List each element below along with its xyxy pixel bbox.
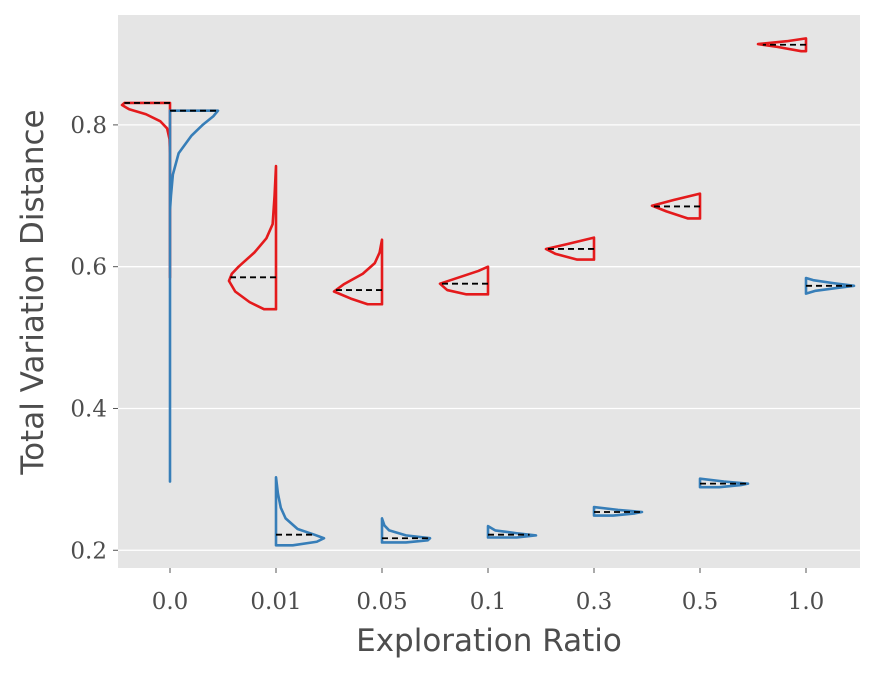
- x-axis-label: Exploration Ratio: [356, 623, 622, 659]
- x-tick-label: 0.3: [576, 589, 613, 615]
- median-lines: [124, 43, 854, 540]
- y-tick-label: 0.2: [70, 538, 107, 564]
- violin-right-0.05: [380, 517, 432, 544]
- y-axis-label: Total Variation Distance: [15, 109, 51, 475]
- x-tick-label: 0.0: [152, 589, 189, 615]
- x-tick-label: 0.5: [682, 589, 719, 615]
- violin-left-0.3: [544, 236, 596, 261]
- violin-right-0.3: [592, 505, 644, 517]
- y-tick-label: 0.8: [70, 113, 107, 139]
- y-axis-ticks: 0.2 0.4 0.6 0.8: [70, 113, 118, 564]
- violin-right-0.1: [486, 524, 538, 539]
- violin-left-1.0: [756, 37, 808, 53]
- violin-left-0.05: [332, 238, 384, 306]
- violin-left-0.5: [650, 192, 702, 220]
- y-tick-label: 0.4: [70, 396, 107, 422]
- x-tick-label: 0.1: [470, 589, 507, 615]
- x-tick-label: 1.0: [788, 589, 825, 615]
- violin-left-0.1: [438, 265, 490, 296]
- x-axis-ticks: 0.0 0.01 0.05 0.1 0.3 0.5 1.0: [152, 568, 825, 615]
- violin-right-1.0: [804, 276, 856, 295]
- violin-right-0.5: [698, 477, 750, 489]
- violin-left-0.01: [227, 164, 278, 311]
- x-tick-label: 0.01: [250, 589, 301, 615]
- y-tick-label: 0.6: [70, 255, 107, 281]
- x-tick-label: 0.05: [356, 589, 407, 615]
- violin-right-0.01: [274, 475, 326, 547]
